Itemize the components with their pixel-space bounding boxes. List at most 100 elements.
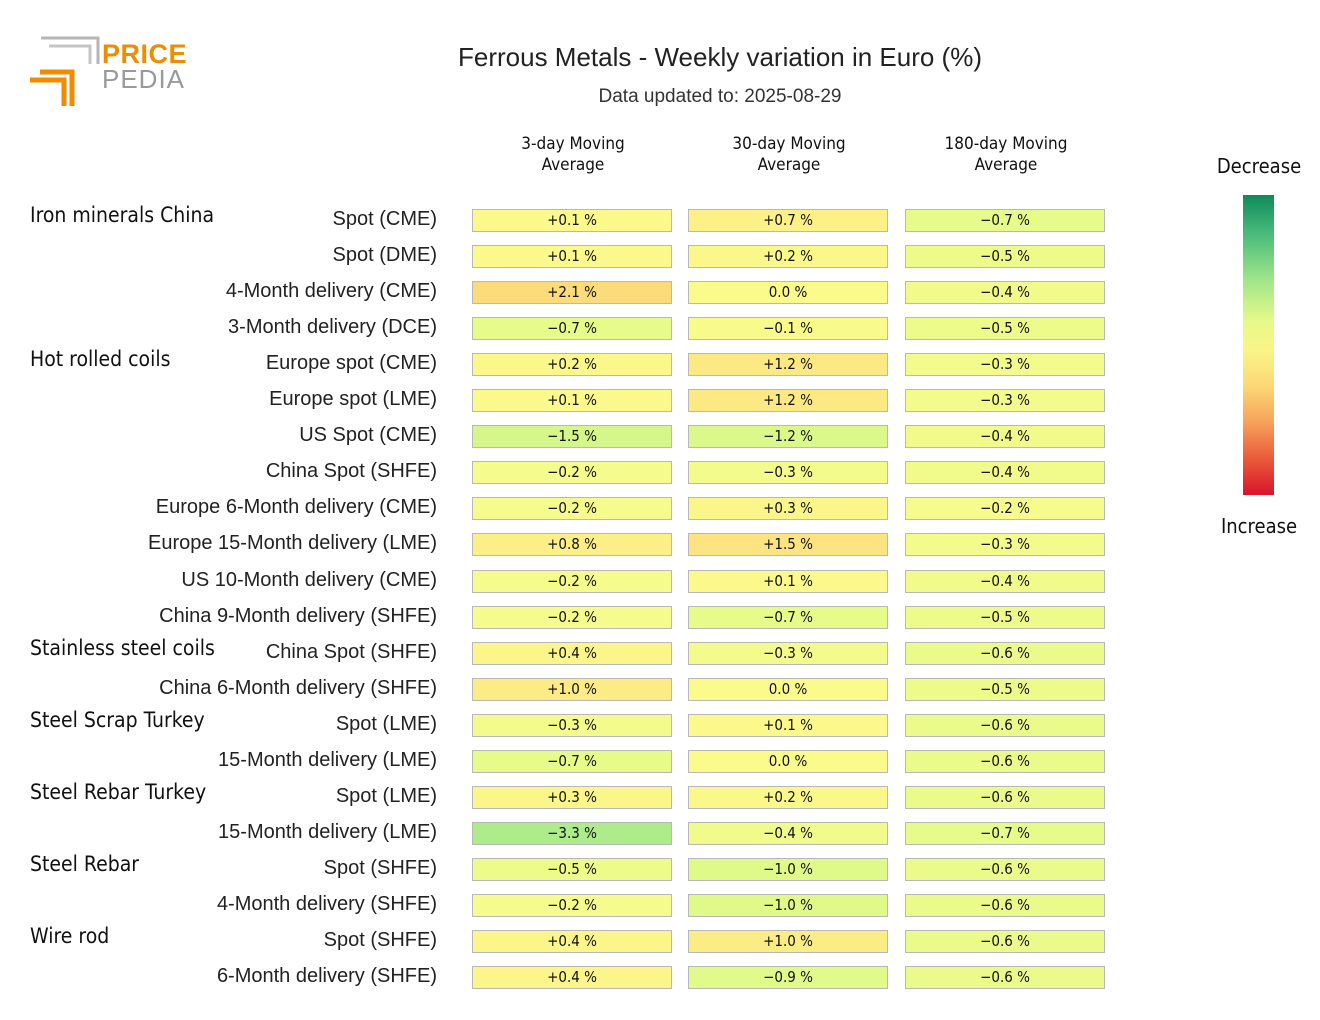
heatmap-cell: −0.1 % [688,317,888,341]
row-label: Spot (LME) [335,784,437,807]
chart-title: Ferrous Metals - Weekly variation in Eur… [457,42,982,72]
row-label: Europe spot (LME) [269,388,437,411]
row-label: Spot (SHFE) [323,929,437,951]
heatmap-cell: 0.0 % [688,677,888,701]
heatmap-cell: −0.3 % [688,461,888,485]
heatmap-cell: +0.2 % [688,785,888,809]
heatmap-cell: −0.4 % [688,821,888,845]
row-label: Spot (LME) [335,712,437,735]
row-label: 15-Month delivery (LME) [218,748,437,771]
heatmap-cell: −1.0 % [688,857,888,881]
heatmap-cell: +0.4 % [472,966,672,990]
heatmap-cell: +1.2 % [688,389,888,413]
heatmap-cell: −0.6 % [905,785,1105,809]
heatmap-cell: −0.5 % [472,857,672,881]
heatmap-cell: −0.4 % [905,425,1105,449]
heatmap-cell: +0.3 % [688,497,888,521]
heatmap-cell: +0.2 % [472,353,672,377]
heatmap-cell: −0.2 % [472,893,672,917]
legend-increase-label: Increase [1220,514,1298,538]
heatmap-cell: −0.2 % [472,461,672,485]
row-label: 6-Month delivery (SHFE) [216,965,437,988]
heatmap-cell: −1.5 % [472,425,672,449]
heatmap-cell: −1.0 % [688,893,888,917]
heatmap-cell: −0.4 % [905,461,1105,485]
row-label: 4-Month delivery (SHFE) [216,892,437,915]
row-label: Spot (DME) [332,244,437,267]
row-label: US Spot (CME) [299,424,437,447]
legend-decrease-label: Decrease [1216,154,1302,178]
heatmap-cell: +0.4 % [472,641,672,665]
heatmap-cell: +0.2 % [688,245,888,269]
heatmap-cell: −0.9 % [688,966,888,990]
pricepedia-logo-icon [30,36,100,106]
column-header: 3-day Moving Average [521,134,625,175]
chart-subtitle: Data updated to: 2025-08-29 [598,86,842,107]
row-label: Spot (CME) [332,208,437,230]
heatmap-cell: −0.6 % [905,641,1105,665]
heatmap-cell: +1.0 % [472,677,672,701]
heatmap-cell: 0.0 % [688,281,888,305]
row-label: China Spot (SHFE) [265,460,437,483]
row-label: Europe 6-Month delivery (CME) [155,496,437,519]
heatmap-cell: +0.7 % [688,209,888,232]
group-label: Wire rod [30,924,110,948]
heatmap-cell: +0.4 % [472,930,672,953]
group-label: Iron minerals China [30,203,215,227]
row-label: China Spot (SHFE) [265,640,437,663]
heatmap-cell: −3.3 % [472,821,672,845]
heatmap-cell: +0.1 % [472,389,672,413]
heatmap-cell: −0.7 % [905,821,1105,845]
heatmap-cell: −0.6 % [905,893,1105,917]
row-label: 15-Month delivery (LME) [218,820,437,843]
heatmap-cell: −0.3 % [472,713,672,737]
heatmap-cell: −0.6 % [905,857,1105,881]
row-label: 3-Month delivery (DCE) [228,316,437,339]
logo-word-pedia: PEDIA [102,64,186,94]
heatmap-cell: −0.6 % [905,713,1105,737]
heatmap-cell: +0.1 % [472,209,672,232]
heatmap-cell: −0.3 % [688,641,888,665]
heatmap-cell: −0.2 % [472,569,672,593]
heatmap-cell: −0.7 % [905,209,1105,232]
heatmap-cell: 0.0 % [688,749,888,773]
heatmap-cell: −0.5 % [905,605,1105,629]
logo-word-price: PRICE [102,39,188,69]
heatmap-cell: −0.6 % [905,749,1105,773]
column-header: 180-day Moving Average [944,134,1068,175]
heatmap-cell: +0.8 % [472,533,672,557]
group-label: Steel Rebar Turkey [30,779,207,804]
heatmap-cell: +0.1 % [688,713,888,737]
column-header: 30-day Moving Average [732,134,846,175]
group-label: Steel Rebar [30,851,140,876]
heatmap-cell: −0.4 % [905,281,1105,305]
heatmap-cell: −0.2 % [472,605,672,629]
heatmap-cell: +1.0 % [688,930,888,953]
heatmap-cell: −0.2 % [905,497,1105,521]
heatmap-cell: +1.5 % [688,533,888,557]
row-label: US 10-Month delivery (CME) [181,568,437,591]
row-label: China 6-Month delivery (SHFE) [159,676,437,699]
group-label: Stainless steel coils [30,635,215,660]
heatmap-cell: −0.3 % [905,353,1105,377]
heatmap-cell: −0.6 % [905,930,1105,953]
group-label: Steel Scrap Turkey [30,707,205,732]
row-label: Spot (SHFE) [323,856,437,879]
heatmap-cell: +0.1 % [688,569,888,593]
row-label: China 9-Month delivery (SHFE) [159,604,437,627]
row-label: Europe 15-Month delivery (LME) [147,532,437,555]
heatmap-cell: +2.1 % [472,281,672,305]
row-label: Europe spot (CME) [265,352,437,375]
row-label: 4-Month delivery (CME) [225,280,437,303]
heatmap-cell: +1.2 % [688,353,888,377]
heatmap-cell: −0.5 % [905,317,1105,341]
heatmap-cell: −0.3 % [905,533,1105,557]
heatmap-cell: −0.6 % [905,966,1105,990]
group-label: Hot rolled coils [30,347,171,372]
heatmap-cell: −1.2 % [688,425,888,449]
heatmap-cell: −0.7 % [472,317,672,341]
heatmap-cell: −0.7 % [472,749,672,773]
heatmap-cell: +0.1 % [472,245,672,269]
heatmap-cell: +0.3 % [472,785,672,809]
heatmap-cell: −0.2 % [472,497,672,521]
